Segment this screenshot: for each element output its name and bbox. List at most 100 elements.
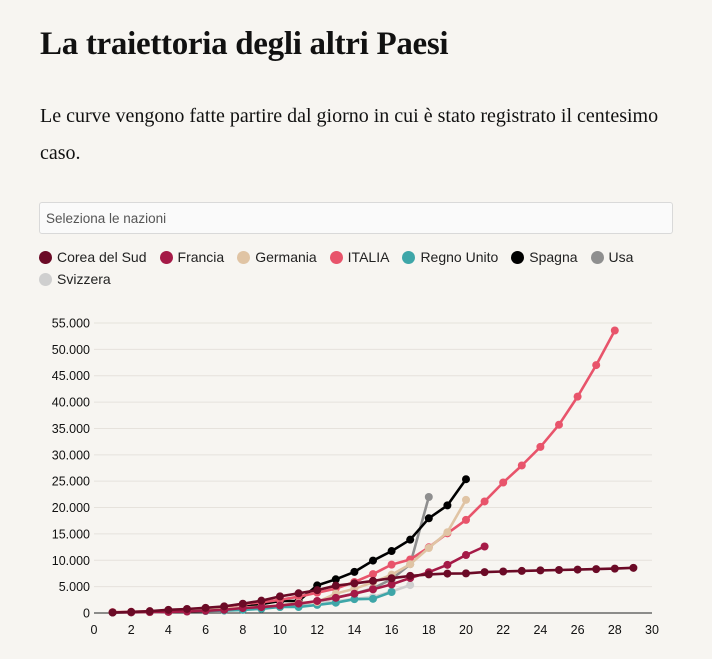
x-tick-label: 10 (273, 623, 287, 637)
y-tick-label: 5.000 (59, 580, 90, 594)
legend-swatch (511, 250, 525, 264)
y-tick-label: 30.000 (52, 448, 90, 462)
legend-label: Regno Unito (420, 249, 499, 265)
y-tick-label: 50.000 (52, 343, 90, 357)
data-point (424, 570, 433, 579)
y-tick-label: 55.000 (52, 317, 90, 331)
country-selector[interactable] (39, 202, 673, 234)
data-point (406, 560, 415, 569)
data-point (610, 564, 619, 573)
y-tick-label: 15.000 (52, 527, 90, 541)
data-point (462, 551, 470, 560)
x-tick-label: 18 (422, 623, 436, 637)
data-point (183, 604, 191, 613)
data-point (462, 475, 470, 484)
x-tick-label: 4 (165, 623, 172, 637)
data-point (629, 563, 638, 572)
series-line (112, 478, 468, 614)
x-tick-label: 28 (608, 623, 622, 637)
data-point (443, 560, 452, 569)
legend-item[interactable]: Germania (237, 248, 317, 266)
legend-label: Usa (608, 249, 634, 265)
data-point (536, 442, 545, 451)
data-point (573, 392, 582, 401)
data-point (350, 567, 359, 576)
series-corea-del-sud (108, 563, 638, 617)
legend-swatch (159, 250, 173, 264)
data-point (462, 515, 470, 524)
country-search-input[interactable] (40, 203, 672, 233)
legend-label: Svizzera (57, 271, 111, 287)
data-point (462, 569, 470, 578)
data-point (331, 581, 340, 590)
legend-label: Corea del Sud (57, 249, 147, 265)
legend-label: Germania (255, 249, 317, 265)
data-point (536, 566, 545, 575)
data-point (164, 605, 173, 614)
data-point (499, 567, 508, 576)
legend-item[interactable]: Corea del Sud (39, 248, 147, 266)
data-point (294, 599, 303, 608)
data-point (331, 593, 340, 602)
data-point (406, 571, 415, 580)
legend-item[interactable]: Francia (159, 248, 224, 266)
data-point (331, 575, 340, 584)
data-point (592, 565, 601, 574)
series-francia (108, 542, 489, 617)
data-point (276, 592, 284, 601)
data-point (387, 547, 396, 556)
y-tick-label: 20.000 (52, 501, 90, 515)
data-point (387, 574, 396, 583)
legend-item[interactable]: Spagna (511, 248, 578, 266)
x-tick-label: 0 (91, 623, 98, 637)
chart-legend: Corea del Sud Francia Germania ITALIA Regno … (39, 248, 689, 288)
legend-label: ITALIA (347, 249, 390, 265)
data-point (369, 585, 377, 594)
legend-swatch (39, 250, 52, 264)
legend-swatch (39, 272, 52, 286)
legend-swatch (237, 250, 251, 264)
data-point (424, 544, 433, 553)
data-point (406, 581, 415, 590)
legend-item[interactable]: Regno Unito (402, 248, 498, 266)
x-tick-label: 22 (496, 623, 510, 637)
legend-item[interactable]: Svizzera (39, 270, 111, 288)
data-point (257, 596, 266, 605)
data-point (443, 501, 452, 510)
data-point (592, 361, 601, 370)
data-point (220, 602, 229, 611)
data-point (127, 607, 136, 616)
data-point (387, 560, 396, 569)
x-tick-label: 2 (128, 623, 135, 637)
x-tick-label: 12 (310, 623, 324, 637)
legend-item[interactable]: Usa (590, 248, 634, 266)
y-tick-label: 10.000 (52, 554, 90, 568)
x-tick-label: 6 (202, 623, 209, 637)
legend-item[interactable]: ITALIA (329, 248, 390, 266)
legend-swatch (590, 250, 604, 264)
y-tick-label: 45.000 (52, 369, 90, 383)
data-point (517, 566, 526, 575)
data-point (387, 580, 396, 589)
y-tick-label: 40.000 (52, 396, 90, 410)
y-tick-label: 25.000 (52, 475, 90, 489)
data-point (443, 528, 452, 537)
data-point (350, 579, 359, 588)
x-tick-label: 26 (571, 623, 585, 637)
data-point (313, 596, 322, 605)
data-point (369, 576, 377, 585)
data-point (480, 542, 489, 551)
data-point (480, 497, 489, 506)
legend-swatch (402, 250, 416, 264)
x-tick-label: 8 (239, 623, 246, 637)
y-tick-label: 35.000 (52, 422, 90, 436)
data-point (145, 607, 154, 616)
legend-swatch (329, 250, 343, 264)
data-point (369, 556, 377, 565)
data-point (499, 478, 508, 487)
data-point (462, 495, 470, 504)
data-point (555, 420, 563, 429)
data-point (238, 599, 247, 608)
data-point (406, 535, 415, 544)
data-point (555, 565, 563, 574)
